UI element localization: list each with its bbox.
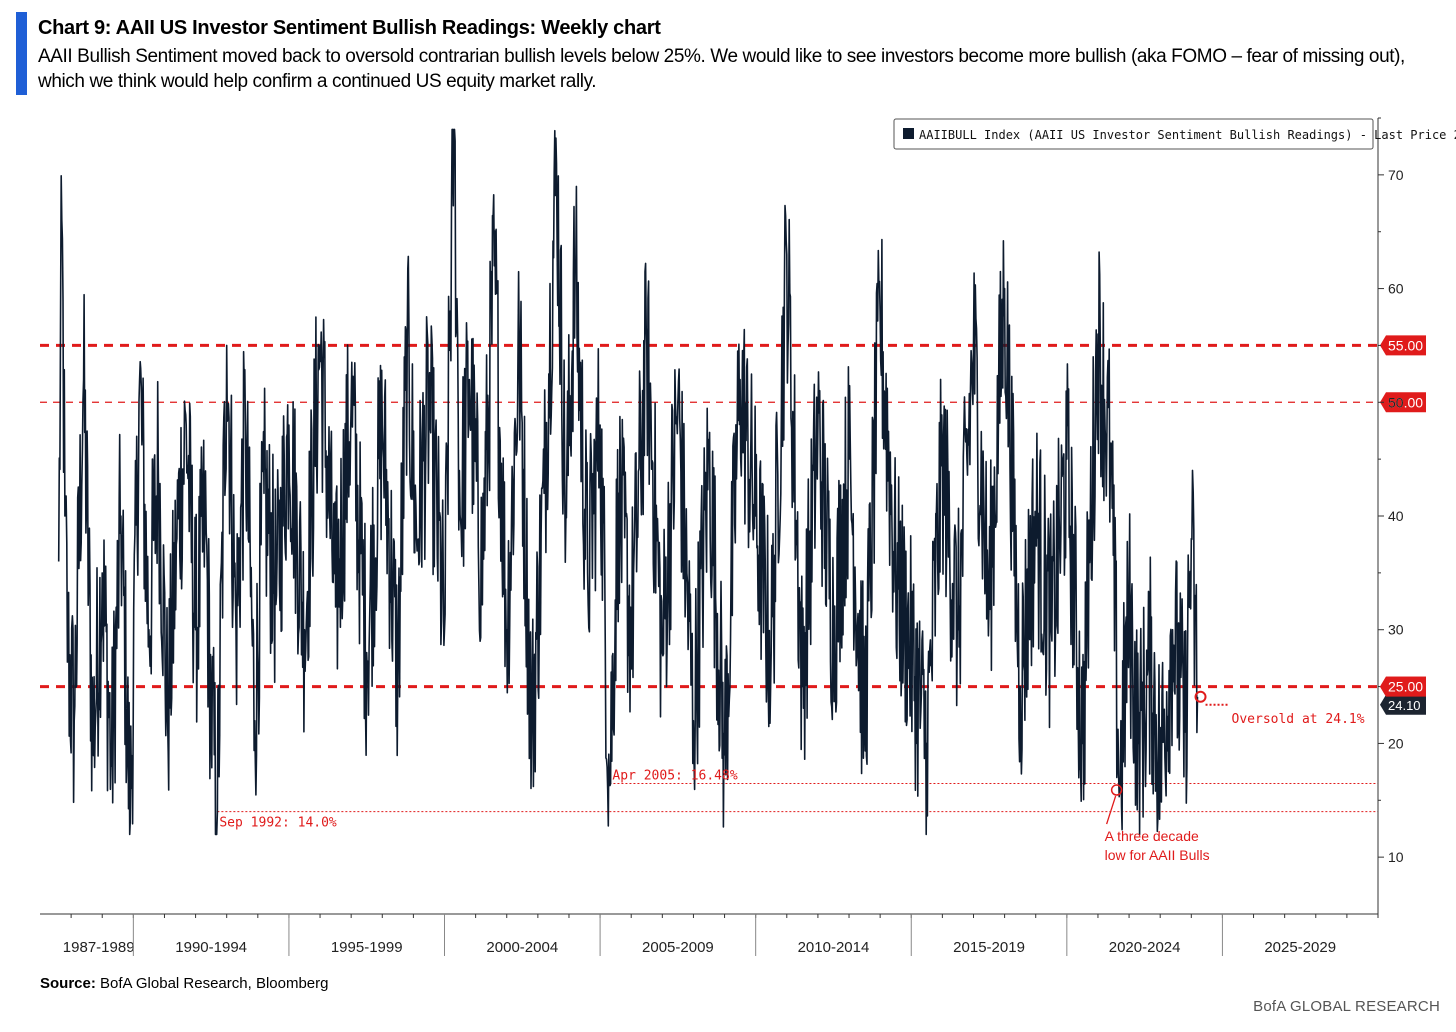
legend-text: AAIIBULL Index (AAII US Investor Sentime… — [919, 128, 1456, 142]
brand-footer: BofA GLOBAL RESEARCH — [1253, 998, 1440, 1015]
y-tick-label-60: 60 — [1388, 281, 1404, 297]
oversold-marker — [1194, 690, 1207, 703]
x-tick-label-2020-2024: 2020-2024 — [1109, 939, 1181, 956]
x-tick-label-1990-1994: 1990-1994 — [175, 939, 247, 956]
y-tick-label-30: 30 — [1388, 622, 1404, 638]
y-tick-label-10: 10 — [1388, 849, 1404, 865]
x-tick-label-2025-2029: 2025-2029 — [1264, 939, 1336, 956]
chart-title: Chart 9: AAII US Investor Sentiment Bull… — [38, 17, 661, 39]
reference-tag-shape — [1380, 335, 1426, 356]
last-value-tag: 24.10 — [1380, 694, 1426, 715]
reference-tag-front — [1380, 676, 1426, 697]
series-layer — [57, 128, 1199, 836]
annotation-three-decade-line2: low for AAII Bulls — [1105, 847, 1210, 863]
y-tick-label-70: 70 — [1388, 167, 1404, 183]
series-line-aaiibull — [57, 128, 1199, 836]
x-tick-label-1987-1989: 1987-1989 — [63, 939, 135, 956]
x-tick-label-1995-1999: 1995-1999 — [331, 939, 403, 956]
source-label: Source: — [40, 975, 96, 992]
last-value-tag-shape — [1380, 694, 1426, 715]
x-tick-label-2010-2014: 2010-2014 — [798, 939, 870, 956]
reference-tag-front-label: 25.00 — [1388, 679, 1423, 695]
legend: AAIIBULL Index (AAII US Investor Sentime… — [893, 118, 1456, 150]
reference-tag-label: 55.00 — [1388, 337, 1423, 353]
annotation-sep-1992: Sep 1992: 14.0% — [219, 816, 337, 831]
title-accent-bar — [16, 12, 27, 95]
annotation-layer: Sep 1992: 14.0% Apr 2005: 16.48% Oversold … — [219, 690, 1365, 863]
y-tick-label-50: 50 — [1388, 394, 1404, 410]
chart-subtitle: AAII Bullish Sentiment moved back to ove… — [38, 46, 1405, 92]
annotation-three-decade-line1: A three decade — [1105, 828, 1199, 844]
axes-layer: 10 20 30 40 50 60 70 1987-1989 1990-1994 1995-199… — [40, 117, 1426, 956]
annotation-apr-2005: Apr 2005: 16.48% — [612, 768, 737, 783]
y-tick-label-20: 20 — [1388, 735, 1404, 751]
three-decade-low-leader — [1106, 795, 1117, 825]
legend-swatch — [903, 128, 914, 139]
reference-tag-55.00: 55.00 — [1380, 335, 1426, 356]
low-guides — [217, 782, 1378, 813]
three-decade-low-marker — [1110, 784, 1123, 796]
x-tick-label-2005-2009: 2005-2009 — [642, 939, 714, 956]
y-tick-label-40: 40 — [1388, 508, 1404, 524]
last-value-tag-label: 24.10 — [1388, 698, 1421, 713]
reference-tag-shape — [1380, 392, 1426, 413]
source-note: Source: BofA Global Research, Bloomberg — [40, 975, 329, 992]
x-tick-label-2015-2019: 2015-2019 — [953, 939, 1025, 956]
source-text: BofA Global Research, Bloomberg — [100, 975, 329, 992]
legend-box — [893, 118, 1374, 150]
reference-tag-label: 50.00 — [1388, 394, 1423, 410]
annotation-oversold: Oversold at 24.1% — [1232, 712, 1365, 727]
reference-tag-50.00: 50.00 — [1380, 392, 1426, 413]
x-tick-label-2000-2004: 2000-2004 — [486, 939, 558, 956]
